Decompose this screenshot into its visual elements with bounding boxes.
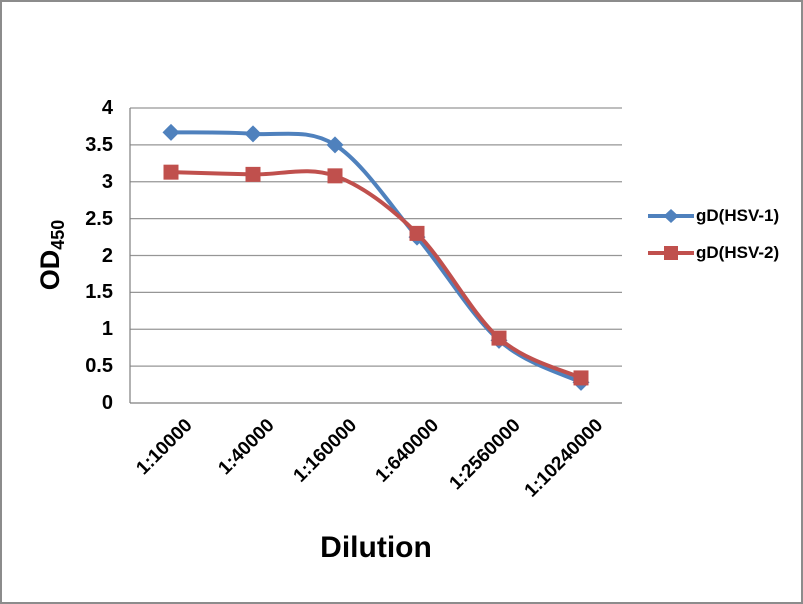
y-tick-label: 1.5 <box>85 281 113 304</box>
legend-label-hsv2: gD(HSV-2) <box>696 243 780 262</box>
y-axis-title-subscript: 450 <box>48 219 68 250</box>
y-tick-label: 3.5 <box>85 133 113 156</box>
y-axis-title: OD450 <box>30 147 70 363</box>
legend-swatch-square-icon <box>648 246 694 260</box>
legend-label-hsv1: gD(HSV-1) <box>696 206 780 225</box>
y-tick-label: 2 <box>101 244 113 267</box>
y-tick-label: 4 <box>101 97 113 119</box>
legend: gD(HSV-1) gD(HSV-2) <box>648 204 779 278</box>
y-tick-label: 0.5 <box>85 355 113 378</box>
y-tick-label: 3 <box>101 170 113 193</box>
legend-item-hsv1: gD(HSV-1) <box>648 204 779 228</box>
y-tick-label: 1 <box>101 318 113 341</box>
legend-swatch-diamond-icon <box>648 209 694 223</box>
x-axis-title: Dilution <box>320 531 432 564</box>
y-axis-title-main: OD <box>35 249 65 291</box>
y-tick-label: 0 <box>101 392 113 414</box>
legend-item-hsv2: gD(HSV-2) <box>648 241 779 265</box>
y-tick-label: 2.5 <box>85 207 113 230</box>
